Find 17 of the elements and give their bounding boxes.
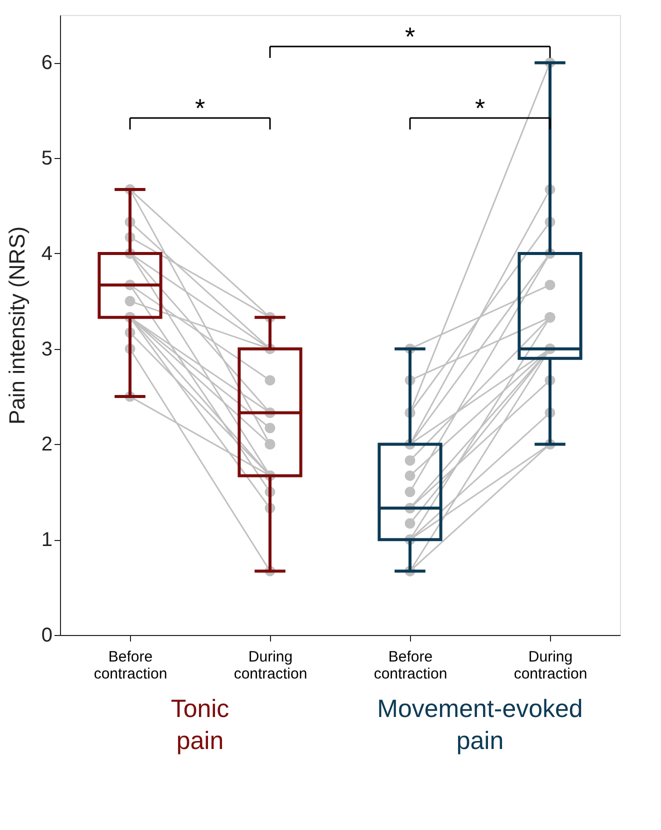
y-tick-label: 1 — [41, 529, 52, 552]
annotation: * — [474, 93, 486, 124]
x-tick-label: Before contraction — [94, 648, 168, 682]
y-tick-label: 2 — [41, 434, 52, 456]
y-tick-label: 0 — [41, 624, 52, 646]
y-tick-label: 5 — [41, 148, 52, 170]
text: Tonic pain — [170, 695, 230, 755]
y-tick-label: 3 — [41, 338, 52, 360]
text: Movement-evoked pain — [377, 695, 583, 755]
x-tick-label: Before contraction — [374, 648, 448, 682]
x-tick-label: During contraction — [234, 648, 308, 682]
annotation: * — [194, 93, 206, 124]
y-tick-label: 4 — [41, 242, 52, 265]
annotation: * — [404, 21, 416, 52]
x-tick-label: During contraction — [514, 648, 588, 682]
y-axis-title: Pain intensity (NRS) — [4, 226, 30, 425]
y-tick-label: 6 — [41, 52, 52, 74]
